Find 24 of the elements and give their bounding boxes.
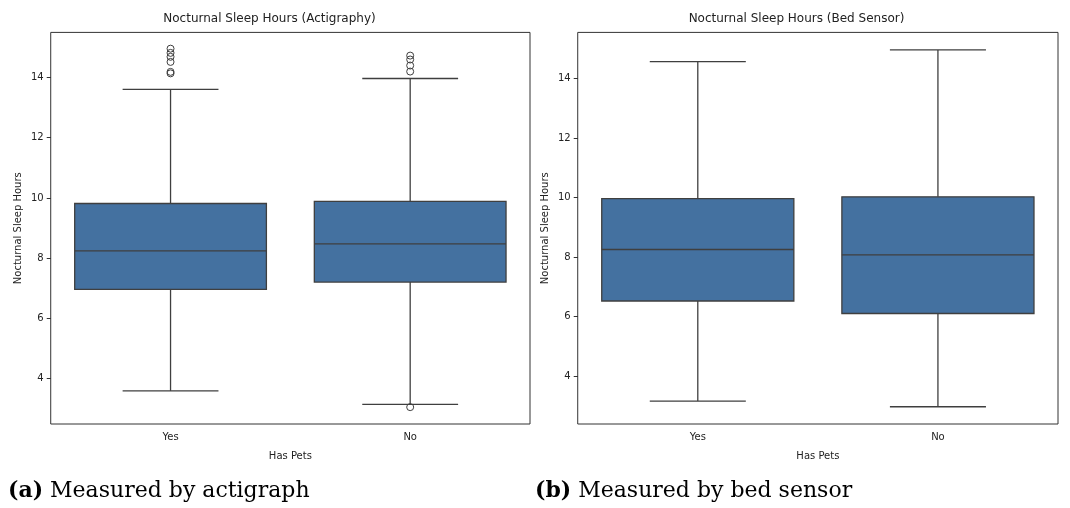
y-tick-label: 8	[564, 250, 571, 262]
y-tick-label: 10	[557, 191, 571, 203]
y-tick-label: 4	[37, 372, 44, 384]
y-axis-title: Nocturnal Sleep Hours	[538, 172, 550, 285]
chart-title: Nocturnal Sleep Hours (Actigraphy)	[163, 11, 376, 26]
y-tick-label: 6	[37, 312, 44, 324]
x-tick-label: Yes	[161, 430, 179, 442]
text: (b) Measured by bed sensor	[535, 476, 853, 502]
y-tick-label: 14	[557, 72, 571, 84]
y-tick-label: 12	[30, 131, 44, 143]
x-tick-label: Yes	[688, 430, 706, 442]
x-tick-label: No	[403, 430, 417, 442]
y-tick-label: 10	[30, 191, 44, 203]
text: (a) Measured by actigraph	[8, 476, 310, 502]
y-tick-label: 8	[37, 251, 44, 263]
y-tick-label: 12	[557, 131, 571, 143]
y-axis-title: Nocturnal Sleep Hours	[11, 172, 23, 285]
y-tick-label: 14	[30, 71, 44, 83]
chart-title: Nocturnal Sleep Hours (Bed Sensor)	[688, 11, 905, 26]
x-axis-title: Has Pets	[796, 449, 840, 461]
y-tick-label: 6	[564, 310, 571, 322]
y-tick-label: 4	[564, 369, 571, 381]
x-axis-title: Has Pets	[268, 449, 312, 461]
x-tick-label: No	[931, 430, 945, 442]
